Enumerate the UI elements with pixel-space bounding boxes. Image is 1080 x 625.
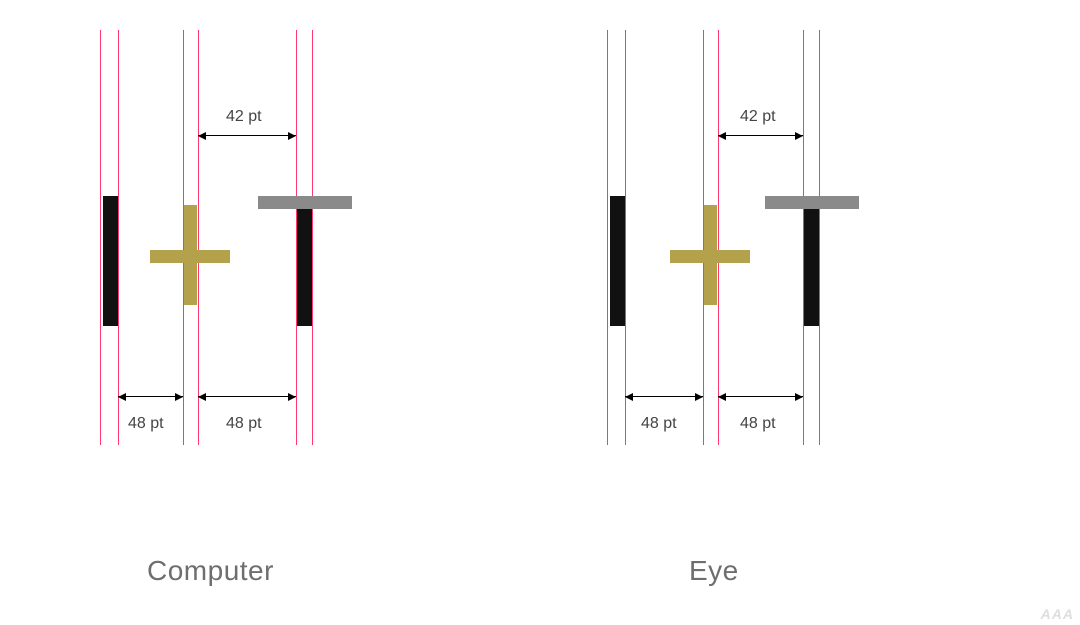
dimension-label: 48 pt [740,415,776,433]
dimension-line [118,396,183,397]
glyph-plus_h [150,250,230,263]
dimension-line [625,396,703,397]
glyph-T_bar [765,196,859,209]
guide-line [312,30,313,445]
dimension-line [198,135,296,136]
glyph-I [103,196,118,326]
guide-line [100,30,101,445]
dimension-label: 42 pt [740,108,776,126]
glyph-I [610,196,625,326]
guide-line [118,30,119,445]
guide-line [819,30,820,445]
glyph-T_stem [297,196,312,326]
dimension-line [198,396,296,397]
panel-caption-eye: Eye [689,555,739,587]
diagram-canvas: 42 pt 48 pt 48 pt Computer 42 pt 48 pt 48 pt Ey… [0,0,1080,625]
glyph-plus_h [670,250,750,263]
dimension-label: 42 pt [226,108,262,126]
glyph-T_bar [258,196,352,209]
dimension-label: 48 pt [226,415,262,433]
guide-line [198,30,199,445]
glyph-T_stem [804,196,819,326]
dimension-label: 48 pt [128,415,164,433]
guide-line [718,30,719,445]
guide-line [625,30,626,445]
panel-caption-computer: Computer [147,555,274,587]
guide-line [607,30,608,445]
watermark: AAA [1041,606,1074,622]
dimension-line [718,396,803,397]
dimension-label: 48 pt [641,415,677,433]
dimension-line [718,135,803,136]
